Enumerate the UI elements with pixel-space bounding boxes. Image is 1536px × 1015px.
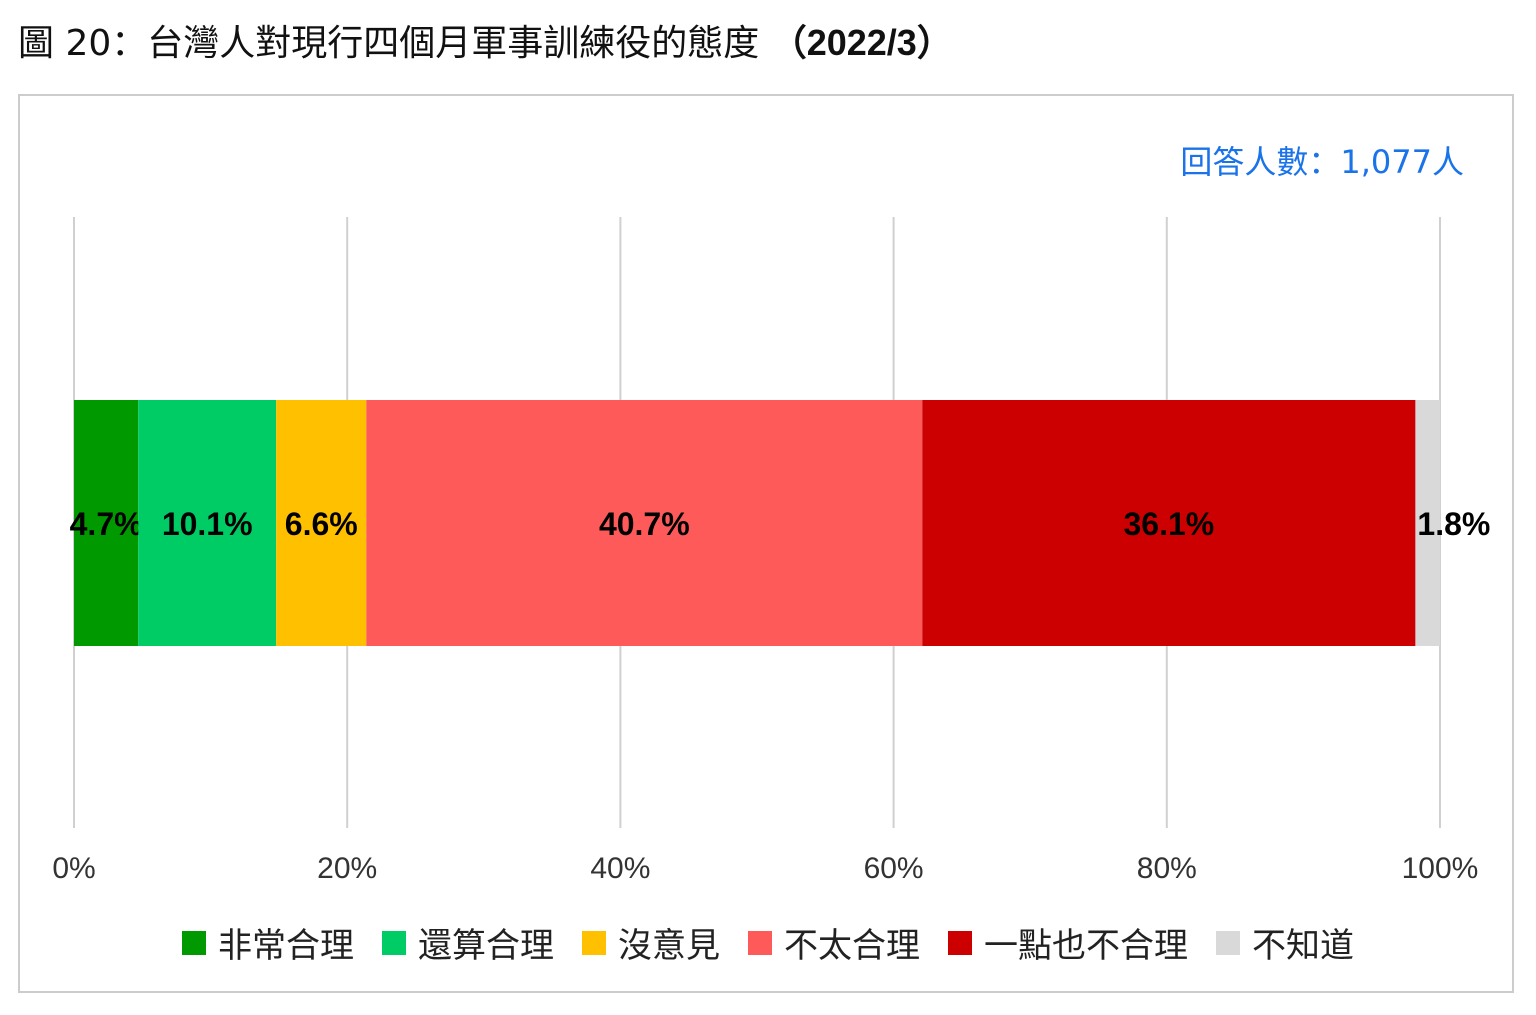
bar-segment-4	[922, 400, 1416, 646]
figure-number: 圖 20：	[18, 23, 148, 64]
data-label: 10.1%	[162, 506, 253, 542]
legend-label: 不知道	[1252, 926, 1354, 966]
legend-item: 非常合理	[182, 918, 354, 967]
legend-swatch	[382, 930, 406, 955]
chart-title: 圖 20：台灣人對現行四個月軍事訓練役的態度 （2022/3）	[18, 14, 953, 66]
data-label: 1.8%	[1417, 506, 1490, 542]
bar-segment-2	[276, 400, 367, 646]
x-tick-label: 100%	[1402, 852, 1479, 885]
legend-item: 沒意見	[582, 918, 720, 967]
legend: 非常合理 還算合理 沒意見 不太合理 一點也不合理 不知道	[0, 918, 1536, 967]
legend-label: 非常合理	[218, 926, 354, 966]
data-label: 6.6%	[285, 506, 358, 542]
title-date: （2022/3）	[770, 22, 953, 63]
legend-label: 還算合理	[418, 926, 554, 966]
chart-frame	[18, 94, 1514, 993]
data-label: 40.7%	[599, 506, 690, 542]
x-tick-label: 20%	[317, 852, 377, 885]
respondent-count: 回答人數：1,077人	[1180, 143, 1464, 181]
bar-segment-0	[74, 400, 139, 646]
legend-swatch	[748, 930, 772, 955]
data-label: 36.1%	[1123, 506, 1214, 542]
bar-segment-1	[138, 400, 277, 646]
title-text: 台灣人對現行四個月軍事訓練役的態度	[147, 23, 771, 64]
legend-item: 還算合理	[382, 918, 554, 967]
legend-label: 一點也不合理	[984, 926, 1188, 966]
bar-segment-3	[366, 400, 923, 646]
legend-label: 不太合理	[784, 926, 920, 966]
legend-swatch	[182, 930, 206, 955]
x-tick-label: 80%	[1137, 852, 1197, 885]
legend-swatch	[948, 930, 972, 955]
x-tick-label: 60%	[864, 852, 924, 885]
legend-item: 不知道	[1216, 918, 1354, 967]
x-tick-label: 0%	[52, 852, 95, 885]
data-label: 4.7%	[70, 506, 143, 542]
bar-segment-5	[1415, 400, 1440, 646]
x-tick-label: 40%	[590, 852, 650, 885]
legend-swatch	[582, 930, 606, 955]
legend-item: 不太合理	[748, 918, 920, 967]
legend-swatch	[1216, 930, 1240, 955]
legend-label: 沒意見	[618, 926, 720, 966]
legend-item: 一點也不合理	[948, 918, 1188, 967]
